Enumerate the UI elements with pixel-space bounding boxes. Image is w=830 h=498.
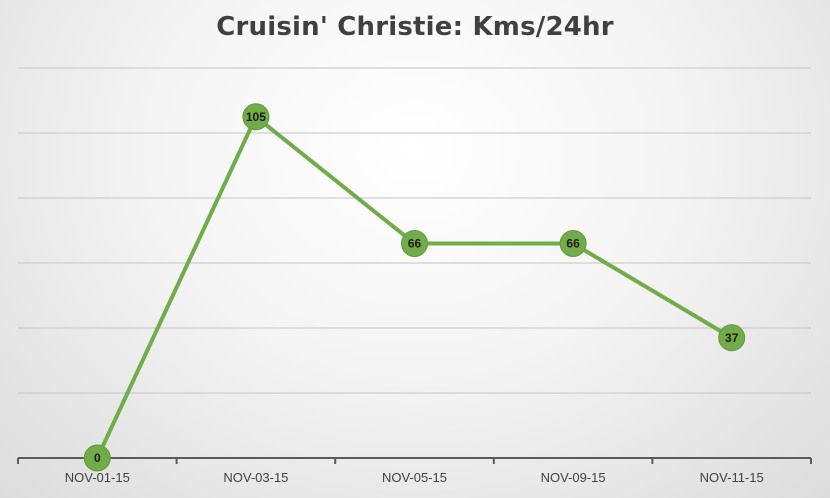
x-tick-label: NOV-03-15	[223, 470, 288, 485]
data-point	[83, 444, 111, 472]
x-tick-label: NOV-01-15	[65, 470, 130, 485]
data-label: 0	[94, 451, 101, 465]
series-line	[95, 114, 734, 460]
chart-title: Cruisin' Christie: Kms/24hr	[216, 12, 614, 42]
data-point	[559, 230, 587, 257]
data-label: 66	[566, 237, 580, 251]
data-label: 37	[725, 331, 739, 345]
x-tick-label: NOV-09-15	[541, 470, 606, 485]
data-point	[718, 324, 746, 352]
data-point	[401, 230, 428, 257]
data-point	[242, 103, 270, 131]
data-label: 105	[246, 110, 266, 124]
data-label: 66	[408, 237, 422, 251]
x-tick-label: NOV-05-15	[382, 470, 447, 485]
x-tick-label: NOV-11-15	[700, 470, 764, 485]
